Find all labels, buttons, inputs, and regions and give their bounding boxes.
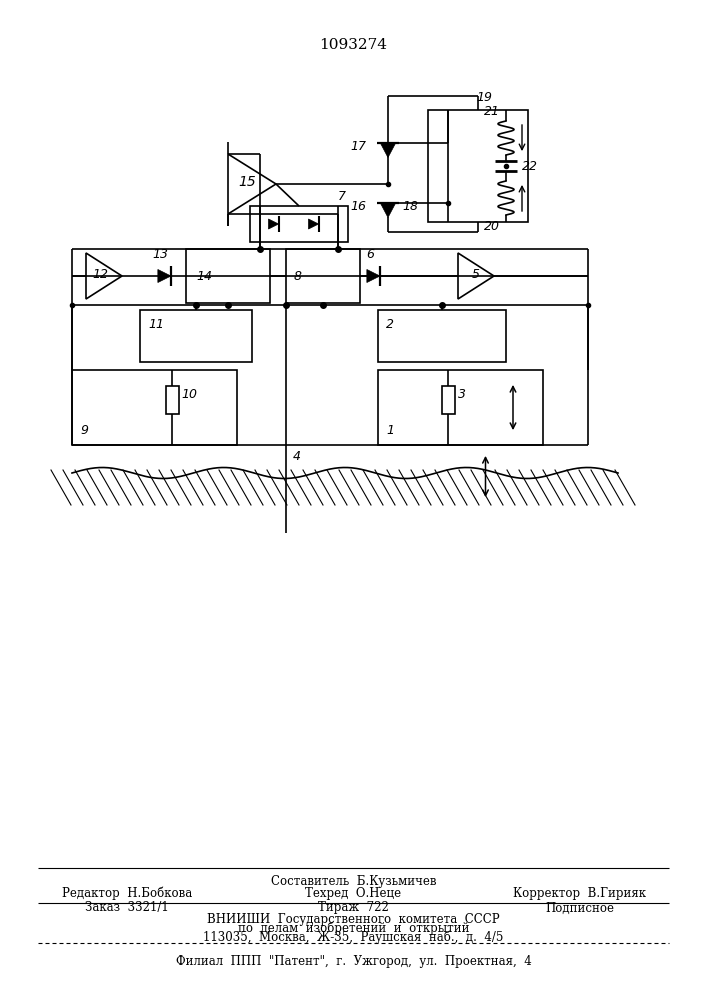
Polygon shape <box>269 219 279 229</box>
Polygon shape <box>228 154 276 214</box>
Text: Подписное: Подписное <box>545 902 614 914</box>
Text: 4: 4 <box>293 450 301 463</box>
Text: по  делам  изобретений  и  открытий: по делам изобретений и открытий <box>238 921 469 935</box>
Bar <box>165 386 178 414</box>
Text: 10: 10 <box>181 388 197 401</box>
Text: Филиал  ППП  "Патент",  г.  Ужгород,  ул.  Проектная,  4: Филиал ППП "Патент", г. Ужгород, ул. Про… <box>175 956 532 968</box>
Text: Составитель  Б.Кузьмичев: Составитель Б.Кузьмичев <box>271 876 436 888</box>
Text: 11: 11 <box>148 318 164 330</box>
Text: Тираж  722: Тираж 722 <box>318 902 389 914</box>
Text: 6: 6 <box>366 248 374 261</box>
Text: 9: 9 <box>80 424 88 437</box>
Text: Техред  О.Неце: Техред О.Неце <box>305 886 402 900</box>
Bar <box>286 249 360 303</box>
Text: 22: 22 <box>522 159 538 172</box>
Polygon shape <box>380 203 395 218</box>
Polygon shape <box>367 269 380 282</box>
Text: 5: 5 <box>472 267 480 280</box>
Text: Заказ  3321/1: Заказ 3321/1 <box>86 902 169 914</box>
Text: 14: 14 <box>196 269 212 282</box>
Bar <box>72 370 237 445</box>
Text: 20: 20 <box>484 220 500 233</box>
Polygon shape <box>86 253 122 299</box>
Text: Корректор  В.Гирияк: Корректор В.Гирияк <box>513 886 646 900</box>
Polygon shape <box>458 253 494 299</box>
Bar <box>441 386 455 414</box>
Text: 113035,  Москва,  Ж-35,  Раушская  наб.,  д.  4/5: 113035, Москва, Ж-35, Раушская наб., д. … <box>204 930 503 944</box>
Text: 1: 1 <box>386 424 394 437</box>
Polygon shape <box>308 219 318 229</box>
Polygon shape <box>380 143 395 157</box>
Text: 19: 19 <box>476 91 492 104</box>
Bar <box>250 206 348 242</box>
Text: 2: 2 <box>386 318 394 330</box>
Text: ВНИИШИ  Государственного  комитета  СССР: ВНИИШИ Государственного комитета СССР <box>207 912 500 926</box>
Text: 1093274: 1093274 <box>319 38 387 52</box>
Bar <box>186 249 270 303</box>
Bar <box>140 310 252 362</box>
Text: 3: 3 <box>458 388 466 401</box>
Text: 17: 17 <box>350 140 366 153</box>
Bar <box>378 370 543 445</box>
Text: 7: 7 <box>338 190 346 203</box>
Text: 8: 8 <box>294 269 302 282</box>
Text: 13: 13 <box>152 248 168 261</box>
Polygon shape <box>158 269 171 282</box>
Bar <box>428 110 528 222</box>
Text: 21: 21 <box>484 105 500 118</box>
Text: 16: 16 <box>350 200 366 214</box>
Text: 15: 15 <box>238 175 256 189</box>
Text: 18: 18 <box>402 200 418 214</box>
Bar <box>378 310 506 362</box>
Text: Редактор  Н.Бобкова: Редактор Н.Бобкова <box>62 886 192 900</box>
Text: 12: 12 <box>92 267 108 280</box>
